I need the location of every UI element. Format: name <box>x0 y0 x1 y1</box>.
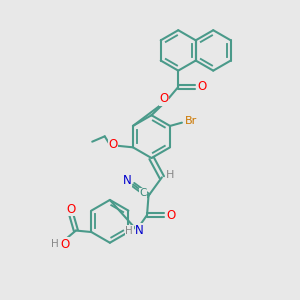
Text: O: O <box>61 238 70 251</box>
Text: O: O <box>159 92 169 105</box>
Text: N: N <box>123 174 131 188</box>
Text: O: O <box>197 80 207 94</box>
Text: O: O <box>166 208 176 222</box>
Text: H: H <box>125 226 133 236</box>
Text: C: C <box>140 188 147 198</box>
Text: N: N <box>135 224 144 237</box>
Text: H: H <box>51 239 59 249</box>
Text: O: O <box>108 138 117 151</box>
Text: O: O <box>66 202 76 216</box>
Text: Br: Br <box>185 116 197 127</box>
Text: H: H <box>166 170 174 180</box>
